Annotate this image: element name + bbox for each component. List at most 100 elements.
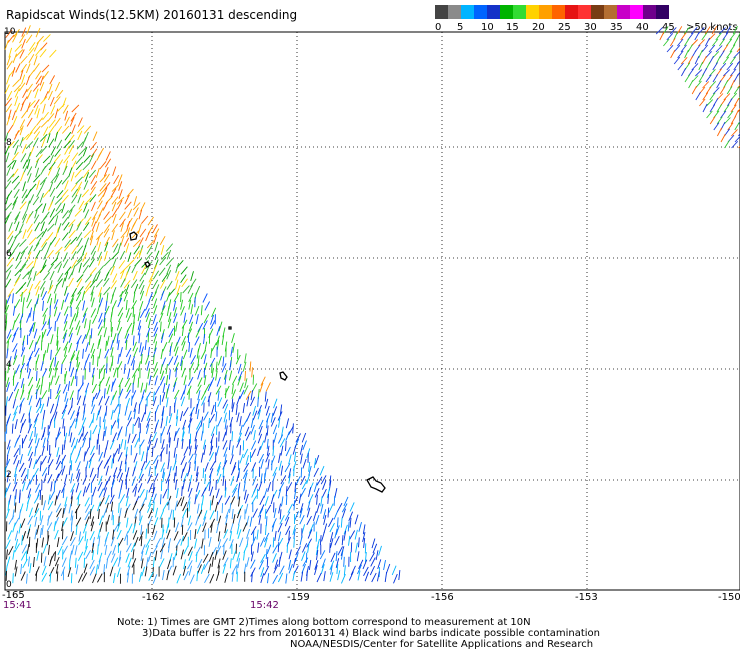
wind-barb [221,335,225,346]
wind-barb [187,546,193,556]
wind-barb [57,469,63,479]
wind-barb [89,531,95,541]
wind-barb [82,245,87,255]
wind-barb [299,444,304,455]
wind-barb [223,544,225,555]
wind-barb [34,446,37,457]
wind-barb [301,543,308,553]
wind-barb [172,381,177,392]
wind-barb [336,563,339,574]
wind-barb [187,481,191,492]
wind-barb [238,496,241,507]
wind-barb [159,558,165,568]
wind-barb [211,307,217,318]
wind-barb [70,112,77,122]
wind-barb [687,44,693,53]
wind-barb [393,573,398,584]
wind-barb [112,545,117,555]
wind-barb [75,469,80,479]
wind-barb [152,524,156,535]
wind-barb [250,567,256,577]
wind-barb [138,209,143,220]
wind-barb [165,258,174,267]
wind-barb [264,537,268,548]
legend-swatch [617,5,630,19]
wind-barb [132,360,135,371]
wind-barb [90,445,96,456]
wind-barb [293,451,297,462]
wind-barb [186,497,191,507]
wind-barb [15,260,22,269]
wind-barb [237,558,240,569]
wind-barb [174,279,179,290]
wind-barb [19,201,27,210]
wind-barb [49,75,55,85]
wind-barb [224,341,228,352]
wind-barb [98,348,102,359]
wind-barb [666,44,674,53]
wind-barb [139,308,146,319]
wind-barb [231,487,238,498]
wind-barb [75,482,80,493]
wind-barb [138,473,144,484]
wind-barb [245,455,249,466]
wind-barb [22,531,27,541]
wind-barb [117,307,124,317]
wind-barb [104,545,108,555]
wind-barb [28,395,33,406]
wind-barb [137,320,141,331]
wind-barb [6,382,10,393]
wind-barb [74,258,83,267]
wind-barb [705,86,712,95]
wind-barb [39,49,47,58]
wind-barb [180,455,186,466]
wind-barb [71,152,79,161]
wind-barb [197,558,203,569]
wind-barb [49,556,53,567]
wind-barb [97,501,101,512]
wind-barb [196,348,200,359]
wind-barb [117,418,120,429]
wind-barb [41,565,47,576]
wind-barb [137,377,140,388]
wind-barb [14,145,19,155]
wind-barb [56,447,60,457]
wind-barb [222,399,228,409]
island-outline [129,231,138,241]
wind-barb [98,396,104,406]
wind-barb [250,390,254,401]
wind-barb [96,410,100,421]
wind-barb [20,347,26,357]
wind-barb [228,370,233,381]
wind-barb [167,312,172,323]
wind-barb [124,405,128,416]
wind-barb [76,325,81,336]
wind-barb [7,159,15,168]
wind-barb [223,557,229,567]
wind-barb [132,530,138,540]
wind-barb [90,521,95,532]
wind-barb [14,299,21,309]
wind-barb [98,488,104,498]
wind-barb [20,467,27,478]
wind-barb [103,312,106,323]
wind-barb [302,557,309,567]
wind-barb [147,346,150,357]
wind-barb [43,250,49,260]
wind-barb [6,454,9,466]
wind-barb [126,220,131,231]
wind-barb [41,64,50,73]
wind-barb [98,193,105,203]
wind-barb [116,469,122,479]
wind-barb [109,566,114,577]
map-title: Rapidscat Winds(12.5KM) 20160131 descend… [6,8,298,22]
wind-barb [313,467,319,478]
wind-barb [99,161,107,170]
wind-barb [330,564,333,575]
wind-barb [95,564,98,575]
wind-barb [19,119,26,129]
wind-barb [148,571,154,581]
wind-barb [321,531,325,542]
wind-barb [29,194,35,204]
wind-barb [146,411,151,422]
